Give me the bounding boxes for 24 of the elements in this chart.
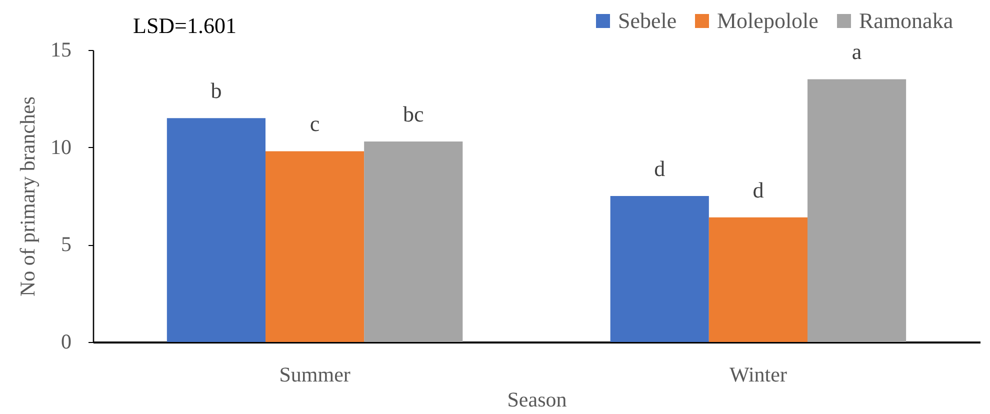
bar: [708, 217, 808, 342]
bar: [610, 196, 709, 342]
legend-label: Ramonaka: [859, 8, 954, 33]
text: LSD=1.601: [133, 13, 236, 38]
x-tick-label: Winter: [729, 362, 787, 386]
bar: [266, 151, 364, 342]
y-tick-label: 15: [50, 38, 72, 62]
y-axis-title: No of primary branches: [16, 96, 40, 297]
legend-label: Sebele: [618, 8, 677, 33]
data-label: a: [852, 39, 862, 64]
bar: [166, 118, 266, 342]
data-label: d: [752, 177, 764, 202]
x-axis-title: Season: [507, 388, 568, 412]
y-tick-label: 0: [61, 330, 72, 354]
bar: [808, 79, 906, 342]
x-tick-label: Summer: [279, 362, 350, 386]
data-label: d: [654, 156, 666, 181]
data-label: b: [210, 78, 222, 104]
legend-label: Molepolole: [717, 8, 818, 33]
bar: [364, 141, 463, 342]
data-label: bc: [402, 101, 424, 126]
y-tick-label: 5: [61, 232, 72, 256]
y-tick-label: 10: [50, 134, 72, 159]
data-label: c: [310, 111, 320, 136]
